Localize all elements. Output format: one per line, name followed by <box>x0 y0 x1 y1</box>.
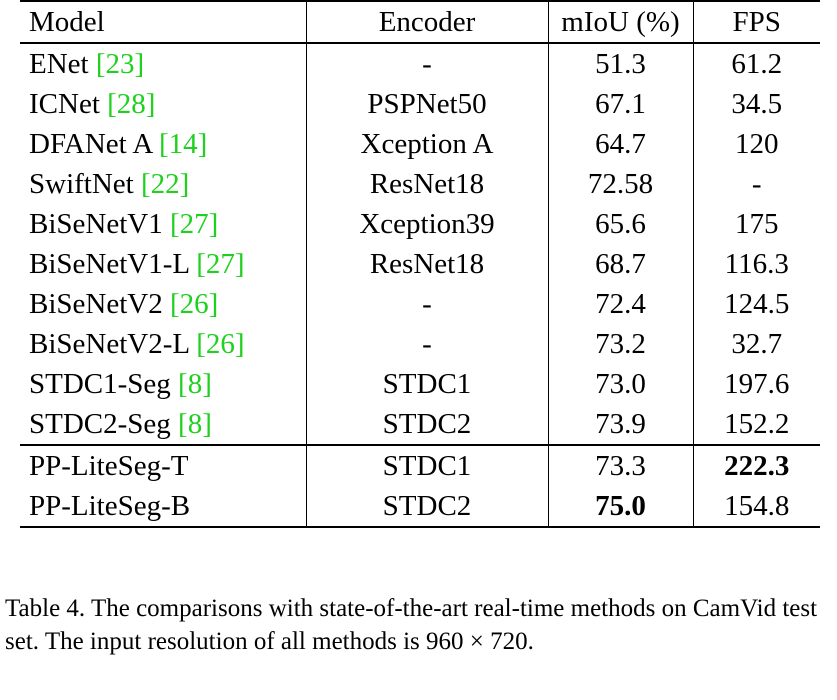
citation-link[interactable]: [8] <box>178 407 212 440</box>
header-row: Model Encoder mIoU (%) FPS <box>20 0 820 44</box>
encoder-cell: - <box>306 284 549 324</box>
model-name: STDC2-Seg <box>29 407 171 440</box>
miou-cell: 68.7 <box>548 244 694 284</box>
fps-cell: 32.7 <box>731 327 783 360</box>
results-table-container: Model Encoder mIoU (%) FPS ENet [23] - 5… <box>20 0 820 528</box>
table-row: PP-LiteSeg-T STDC1 73.3 222.3 <box>20 444 820 486</box>
model-cell: BiSeNetV2 [26] <box>20 284 307 324</box>
model-name: BiSeNetV1-L <box>29 247 190 280</box>
table-row: BiSeNetV1 [27] Xception39 65.6 175 <box>20 204 820 244</box>
model-name: BiSeNetV2 <box>29 287 163 320</box>
model-name: DFANet A <box>29 127 152 160</box>
citation-link[interactable]: [28] <box>107 87 156 120</box>
model-cell: STDC2-Seg [8] <box>20 404 307 445</box>
table-row: ICNet [28] PSPNet50 67.1 34.5 <box>20 84 820 124</box>
model-cell: BiSeNetV2-L [26] <box>20 324 307 364</box>
encoder-cell: STDC2 <box>306 404 549 445</box>
miou-cell: 73.2 <box>548 324 694 364</box>
miou-cell: 73.0 <box>548 364 694 404</box>
model-cell: ENet [23] <box>20 43 307 84</box>
citation-link[interactable]: [26] <box>169 287 219 320</box>
header-encoder: Encoder <box>306 0 549 44</box>
model-name: BiSeNetV1 <box>29 207 163 240</box>
encoder-cell: Xception A <box>306 124 549 164</box>
table-row: SwiftNet [22] ResNet18 72.58 - <box>20 164 820 204</box>
miou-cell-best: 75.0 <box>548 486 694 528</box>
miou-cell: 65.6 <box>548 204 694 244</box>
miou-cell: 73.9 <box>548 404 694 445</box>
model-cell: DFANet A [14] <box>20 124 307 164</box>
table-row: ENet [23] - 51.3 61.2 <box>20 43 820 84</box>
fps-cell: 197.6 <box>724 367 790 400</box>
miou-cell: 64.7 <box>548 124 694 164</box>
miou-cell: 72.58 <box>548 164 694 204</box>
model-cell: ICNet [28] <box>20 84 307 124</box>
model-cell: STDC1-Seg [8] <box>20 364 307 404</box>
table-row: DFANet A [14] Xception A 64.7 120 <box>20 124 820 164</box>
model-cell: BiSeNetV1 [27] <box>20 204 307 244</box>
header-fps: FPS <box>693 0 820 44</box>
citation-link[interactable]: [22] <box>140 167 190 200</box>
fps-cell: 154.8 <box>693 486 820 528</box>
fps-cell: 175 <box>735 207 779 240</box>
encoder-cell: ResNet18 <box>306 244 549 284</box>
citation-link[interactable]: [26] <box>196 327 245 360</box>
model-name: ICNet <box>29 87 100 120</box>
fps-cell: 34.5 <box>731 87 783 120</box>
model-cell: PP-LiteSeg-T <box>20 444 307 486</box>
citation-link[interactable]: [27] <box>169 207 219 240</box>
table-row: STDC1-Seg [8] STDC1 73.0 197.6 <box>20 364 820 404</box>
fps-cell: 152.2 <box>724 407 790 440</box>
miou-cell: 67.1 <box>548 84 694 124</box>
encoder-cell: PSPNet50 <box>306 84 549 124</box>
miou-cell: 72.4 <box>548 284 694 324</box>
table-row: BiSeNetV2-L [26] - 73.2 32.7 <box>20 324 820 364</box>
encoder-cell: Xception39 <box>306 204 549 244</box>
miou-cell: 51.3 <box>548 43 694 84</box>
encoder-cell: STDC1 <box>306 364 549 404</box>
model-cell: PP-LiteSeg-B <box>20 486 307 528</box>
citation-link[interactable]: [23] <box>95 47 145 80</box>
citation-link[interactable]: [8] <box>178 367 212 400</box>
table-caption: Table 4. The comparisons with state-of-t… <box>5 595 818 655</box>
model-name: BiSeNetV2-L <box>29 327 190 360</box>
comparison-table: Model Encoder mIoU (%) FPS ENet [23] - 5… <box>20 0 820 528</box>
table-row: BiSeNetV2 [26] - 72.4 124.5 <box>20 284 820 324</box>
citation-link[interactable]: [14] <box>158 127 208 160</box>
model-name: SwiftNet <box>29 167 134 200</box>
fps-cell: 61.2 <box>731 47 783 80</box>
header-miou: mIoU (%) <box>548 0 694 44</box>
encoder-cell: STDC1 <box>306 444 549 486</box>
model-name: STDC1-Seg <box>29 367 171 400</box>
citation-link[interactable]: [27] <box>196 247 245 280</box>
table-row: PP-LiteSeg-B STDC2 75.0 154.8 <box>20 486 820 528</box>
encoder-cell: ResNet18 <box>306 164 549 204</box>
encoder-cell: - <box>306 43 549 84</box>
fps-cell: 124.5 <box>724 287 790 320</box>
fps-cell-best: 222.3 <box>693 444 820 486</box>
model-name: ENet <box>29 47 89 80</box>
fps-cell: 116.3 <box>724 247 789 280</box>
header-model: Model <box>20 0 307 44</box>
table-row: BiSeNetV1-L [27] ResNet18 68.7 116.3 <box>20 244 820 284</box>
encoder-cell: - <box>306 324 549 364</box>
miou-cell: 73.3 <box>548 444 694 486</box>
model-cell: BiSeNetV1-L [27] <box>20 244 307 284</box>
fps-cell: 120 <box>735 127 779 160</box>
encoder-cell: STDC2 <box>306 486 549 528</box>
table-row: STDC2-Seg [8] STDC2 73.9 152.2 <box>20 404 820 445</box>
fps-cell: - <box>751 167 762 200</box>
model-cell: SwiftNet [22] <box>20 164 307 204</box>
